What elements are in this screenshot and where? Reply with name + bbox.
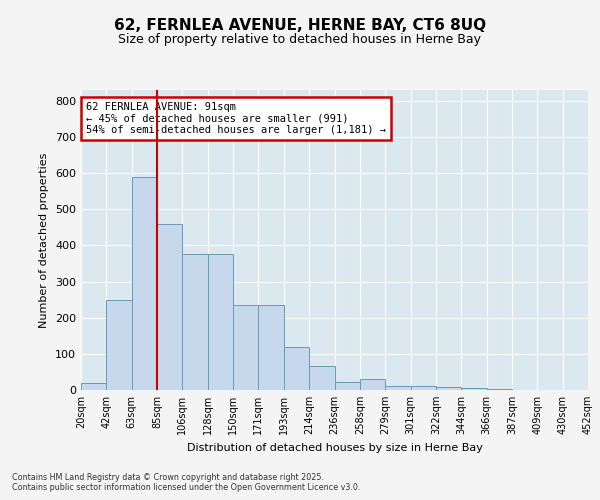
Bar [461,388,487,390]
Bar [259,305,284,390]
Text: 62 FERNLEA AVENUE: 91sqm
← 45% of detached houses are smaller (991)
54% of semi-: 62 FERNLEA AVENUE: 91sqm ← 45% of detach… [86,102,386,135]
Bar [360,379,385,390]
Y-axis label: Number of detached properties: Number of detached properties [40,152,49,328]
Bar [309,366,335,390]
Bar [284,346,309,390]
Bar [233,305,259,390]
Text: Contains public sector information licensed under the Open Government Licence v3: Contains public sector information licen… [12,482,361,492]
X-axis label: Distribution of detached houses by size in Herne Bay: Distribution of detached houses by size … [187,442,482,452]
Text: Size of property relative to detached houses in Herne Bay: Size of property relative to detached ho… [119,32,482,46]
Bar [208,254,233,390]
Bar [436,387,461,390]
Text: Contains HM Land Registry data © Crown copyright and database right 2025.: Contains HM Land Registry data © Crown c… [12,472,324,482]
Bar [132,176,157,390]
Bar [335,382,360,390]
Bar [157,224,182,390]
Text: 62, FERNLEA AVENUE, HERNE BAY, CT6 8UQ: 62, FERNLEA AVENUE, HERNE BAY, CT6 8UQ [114,18,486,32]
Bar [182,254,208,390]
Bar [106,300,132,390]
Bar [410,386,436,390]
Bar [385,386,410,390]
Bar [81,384,106,390]
